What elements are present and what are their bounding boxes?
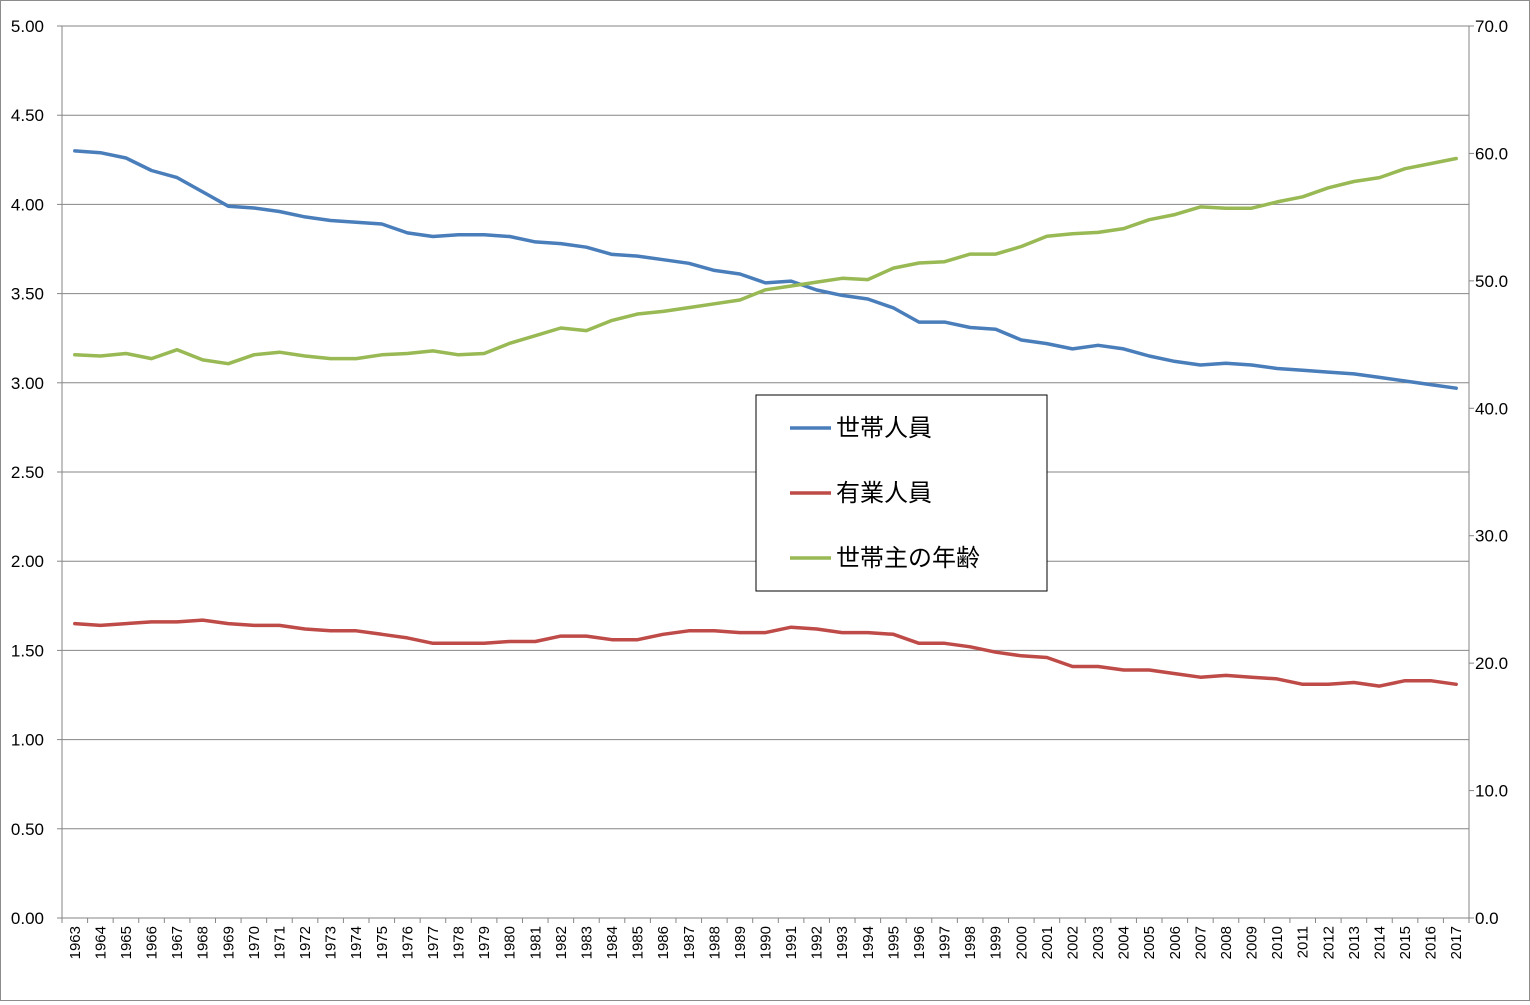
x-tick-label: 1994 bbox=[860, 926, 877, 959]
series-lines bbox=[73, 149, 1458, 688]
x-tick-label: 1984 bbox=[604, 926, 621, 959]
x-tick-label: 2014 bbox=[1371, 926, 1388, 959]
right-tick-label: 20.0 bbox=[1475, 654, 1508, 673]
legend-label-2: 有業人員 bbox=[836, 479, 932, 507]
x-tick-label: 1970 bbox=[246, 926, 263, 959]
x-tick-label: 1979 bbox=[476, 926, 493, 959]
x-tick-label: 1988 bbox=[706, 926, 723, 959]
x-tick-label: 1973 bbox=[323, 926, 340, 959]
left-tick-label: 5.00 bbox=[11, 17, 44, 36]
x-tick-label: 2013 bbox=[1346, 926, 1363, 959]
x-tick-label: 1969 bbox=[220, 926, 237, 959]
x-tick-label: 1971 bbox=[271, 926, 288, 959]
x-tick-label: 2005 bbox=[1141, 926, 1158, 959]
x-tick-label: 1998 bbox=[962, 926, 979, 959]
left-tick-label: 0.00 bbox=[11, 909, 44, 928]
left-y-axis-ticks: 0.00 0.50 1.00 1.50 2.00 2.50 3.00 3.50 4.00 4.50… bbox=[11, 17, 62, 928]
x-tick-label: 1995 bbox=[885, 926, 902, 959]
series-line-2 bbox=[73, 618, 1458, 688]
right-tick-label: 40.0 bbox=[1475, 399, 1508, 418]
left-tick-label: 4.50 bbox=[11, 106, 44, 125]
x-tick-label: 1966 bbox=[144, 926, 161, 959]
x-tick-label: 2017 bbox=[1448, 926, 1465, 959]
x-tick-label: 1991 bbox=[783, 926, 800, 959]
x-tick-label: 1967 bbox=[169, 926, 186, 959]
x-tick-label: 2010 bbox=[1269, 926, 1286, 959]
x-tick-label: 1980 bbox=[502, 926, 519, 959]
x-tick-label: 1986 bbox=[655, 926, 672, 959]
x-tick-label: 2015 bbox=[1397, 926, 1414, 959]
x-tick-label: 1996 bbox=[911, 926, 928, 959]
x-tick-label: 1964 bbox=[92, 926, 109, 959]
x-tick-label: 1990 bbox=[758, 926, 775, 959]
x-tick-label: 1976 bbox=[399, 926, 416, 959]
x-tick-label: 2012 bbox=[1320, 926, 1337, 959]
right-tick-label: 0.0 bbox=[1475, 909, 1499, 928]
x-tick-label: 1965 bbox=[118, 926, 135, 959]
x-tick-label: 1989 bbox=[732, 926, 749, 959]
x-tick-label: 1978 bbox=[451, 926, 468, 959]
left-tick-label: 4.00 bbox=[11, 195, 44, 214]
left-tick-label: 3.50 bbox=[11, 285, 44, 304]
right-tick-label: 50.0 bbox=[1475, 272, 1508, 291]
left-tick-label: 0.50 bbox=[11, 820, 44, 839]
x-tick-label: 1999 bbox=[988, 926, 1005, 959]
x-tick-label: 1987 bbox=[681, 926, 698, 959]
left-tick-label: 3.00 bbox=[11, 374, 44, 393]
x-tick-label: 2006 bbox=[1167, 926, 1184, 959]
x-tick-label: 1963 bbox=[67, 926, 84, 959]
x-tick-label: 2016 bbox=[1423, 926, 1440, 959]
right-tick-label: 10.0 bbox=[1475, 782, 1508, 801]
x-tick-label: 1977 bbox=[425, 926, 442, 959]
x-tick-label: 1997 bbox=[937, 926, 954, 959]
x-tick-label: 2001 bbox=[1039, 926, 1056, 959]
x-tick-label: 1992 bbox=[809, 926, 826, 959]
x-axis-ticks: 1963 1964 1965 1966 1967 1968 1969 1970 1971 1972… bbox=[61, 918, 1470, 959]
x-tick-label: 2009 bbox=[1244, 926, 1261, 959]
x-tick-label: 1993 bbox=[834, 926, 851, 959]
right-tick-label: 70.0 bbox=[1475, 17, 1508, 36]
x-tick-label: 1983 bbox=[578, 926, 595, 959]
x-tick-label: 1972 bbox=[297, 926, 314, 959]
x-tick-label: 2000 bbox=[1013, 926, 1030, 959]
left-tick-label: 2.00 bbox=[11, 552, 44, 571]
series-line-3 bbox=[73, 156, 1458, 366]
right-y-axis-ticks: 0.0 10.0 20.0 30.0 40.0 50.0 60.0 70.0 bbox=[1469, 17, 1508, 928]
x-tick-label: 1985 bbox=[630, 926, 647, 959]
x-tick-label: 1975 bbox=[374, 926, 391, 959]
x-tick-label: 2003 bbox=[1090, 926, 1107, 959]
left-tick-label: 1.50 bbox=[11, 641, 44, 660]
left-tick-label: 2.50 bbox=[11, 463, 44, 482]
x-tick-label: 2007 bbox=[1192, 926, 1209, 959]
x-tick-label: 2011 bbox=[1295, 926, 1312, 958]
x-tick-label: 1974 bbox=[348, 926, 365, 959]
right-tick-label: 30.0 bbox=[1475, 527, 1508, 546]
legend-label-1: 世帯人員 bbox=[836, 414, 932, 442]
right-tick-label: 60.0 bbox=[1475, 144, 1508, 163]
x-tick-label: 1968 bbox=[195, 926, 212, 959]
legend-label-3: 世帯主の年齢 bbox=[836, 544, 980, 572]
x-tick-label: 2008 bbox=[1218, 926, 1235, 959]
x-tick-label: 2004 bbox=[1116, 926, 1133, 959]
x-tick-label: 1981 bbox=[527, 926, 544, 959]
series-line-1 bbox=[73, 149, 1458, 390]
x-tick-label: 2002 bbox=[1064, 926, 1081, 959]
left-tick-label: 1.00 bbox=[11, 731, 44, 750]
x-tick-label: 1982 bbox=[553, 926, 570, 959]
